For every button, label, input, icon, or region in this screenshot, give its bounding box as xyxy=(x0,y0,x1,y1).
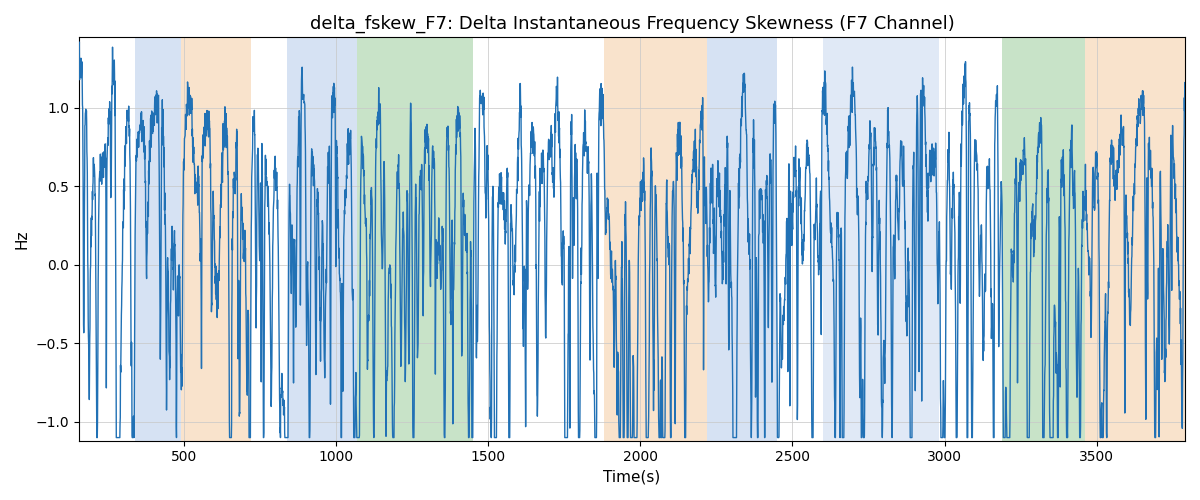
Title: delta_fskew_F7: Delta Instantaneous Frequency Skewness (F7 Channel): delta_fskew_F7: Delta Instantaneous Freq… xyxy=(310,15,954,34)
Bar xyxy=(1085,38,1186,440)
Y-axis label: Hz: Hz xyxy=(14,230,30,249)
X-axis label: Time(s): Time(s) xyxy=(604,470,660,485)
Bar xyxy=(287,38,358,440)
Bar xyxy=(823,38,938,440)
Bar xyxy=(136,38,181,440)
Bar xyxy=(604,38,707,440)
Bar xyxy=(181,38,251,440)
Bar xyxy=(358,38,473,440)
Bar xyxy=(1002,38,1085,440)
Bar xyxy=(707,38,778,440)
